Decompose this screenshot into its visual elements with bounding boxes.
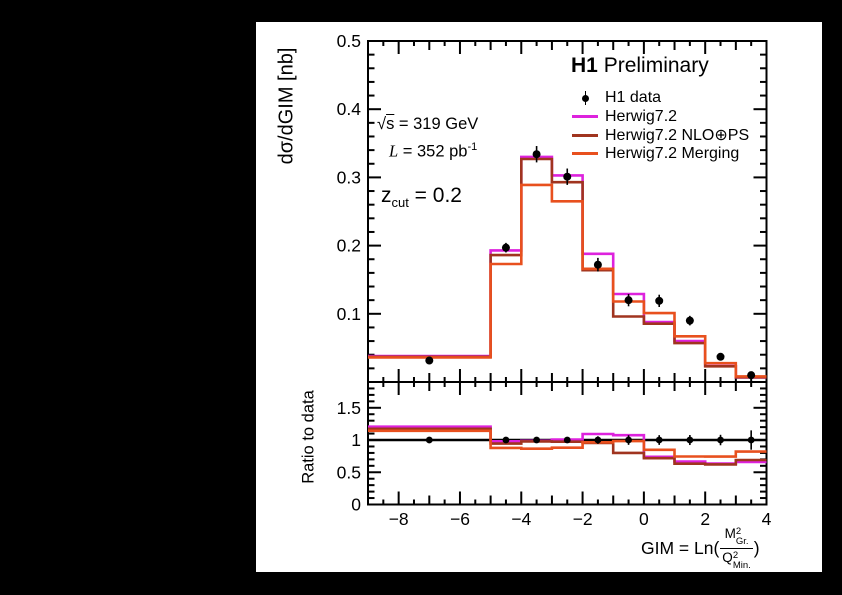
- fraction-numerator-sup: 2: [735, 526, 742, 537]
- luminosity-exponent: -1: [467, 141, 478, 153]
- svg-text:4: 4: [762, 509, 772, 529]
- svg-text:−6: −6: [450, 509, 470, 529]
- svg-text:0: 0: [351, 495, 361, 515]
- svg-text:1: 1: [351, 430, 361, 450]
- svg-text:0.1: 0.1: [337, 304, 361, 324]
- ratio-y-axis-title: Ratio to data: [299, 390, 318, 484]
- x-title-prefix: GIM = Ln(: [641, 538, 720, 559]
- series-ratio-Herwig7.2 NLO⊕PS: [368, 427, 767, 466]
- series-main-Herwig7.2 Merging: [368, 183, 767, 378]
- legend-entry-herwig: Herwig7.2: [572, 108, 749, 127]
- luminosity-value: = 352 pb: [398, 142, 468, 161]
- svg-text:1.5: 1.5: [337, 398, 361, 418]
- legend-entry-herwig-merging: Herwig7.2 Merging: [572, 145, 749, 164]
- tick-labels: 0.1 0.2 0.3 0.4 0.5 0 0.5 1 1.5 −8 −6 −4 −2 0 2 4: [337, 31, 772, 529]
- experiment-name: H1: [571, 54, 598, 77]
- legend-entry-herwig-nlops: Herwig7.2 NLO⊕PS: [572, 126, 749, 145]
- data-point-marker-icon: [572, 89, 598, 108]
- line-swatch-icon: [572, 108, 598, 127]
- sqrt-s-variable: s: [386, 115, 395, 133]
- svg-text:−2: −2: [573, 509, 593, 529]
- x-title-close-paren: ): [753, 538, 760, 559]
- fraction-denominator-sub: Min.: [732, 559, 751, 571]
- zcut-subscript: cut: [391, 195, 409, 211]
- svg-text:0.5: 0.5: [337, 462, 361, 482]
- x-axis-title: GIM = Ln( M 2 Gr. Q 2 Min. ): [641, 527, 760, 571]
- fraction-denominator-sup: 2: [732, 549, 739, 561]
- legend-label: Herwig7.2 Merging: [605, 144, 740, 162]
- sqrt-symbol: √: [377, 115, 387, 133]
- svg-text:0: 0: [639, 509, 649, 529]
- legend: H1 data Herwig7.2 Herwig7.2 NLO⊕PS Herwi…: [572, 89, 749, 163]
- x-title-fraction: M 2 Gr. Q 2 Min.: [720, 526, 753, 571]
- fraction-numerator-base: M: [724, 526, 736, 541]
- zcut-value: = 0.2: [408, 184, 462, 207]
- svg-text:0.4: 0.4: [337, 99, 362, 119]
- main-y-axis-title: dσ/dGIM [nb]: [275, 47, 298, 165]
- figure-canvas: [256, 22, 822, 572]
- luminosity-label: L = 352 pb-1: [389, 141, 477, 162]
- svg-text:0.5: 0.5: [337, 31, 361, 51]
- plot-heading: H1 Preliminary: [571, 54, 709, 78]
- legend-label: Herwig7.2 NLO⊕PS: [605, 127, 750, 145]
- sqrt-s-value: = 319 GeV: [394, 115, 479, 133]
- fraction-denominator-base: Q: [722, 549, 733, 565]
- series-ratio-Herwig7.2 Merging: [368, 429, 767, 458]
- legend-label: Herwig7.2: [605, 107, 678, 125]
- data-points: [425, 146, 756, 450]
- preliminary-label: Preliminary: [597, 54, 709, 77]
- fraction-numerator-sub: Gr.: [735, 535, 749, 547]
- svg-text:0.2: 0.2: [337, 236, 361, 256]
- center-of-mass-energy-label: √s = 319 GeV: [377, 115, 478, 134]
- luminosity-variable: L: [389, 141, 399, 161]
- legend-label: H1 data: [605, 89, 662, 107]
- axis-ticks: [368, 40, 768, 506]
- svg-text:0.3: 0.3: [337, 167, 361, 187]
- line-swatch-icon: [572, 145, 598, 164]
- svg-text:−4: −4: [511, 509, 531, 529]
- svg-text:2: 2: [700, 509, 710, 529]
- line-swatch-icon: [572, 126, 598, 145]
- legend-entry-h1-data: H1 data: [572, 89, 749, 108]
- zcut-variable: z: [381, 184, 392, 207]
- svg-text:−8: −8: [389, 509, 409, 529]
- zcut-label: zcut = 0.2: [381, 184, 462, 210]
